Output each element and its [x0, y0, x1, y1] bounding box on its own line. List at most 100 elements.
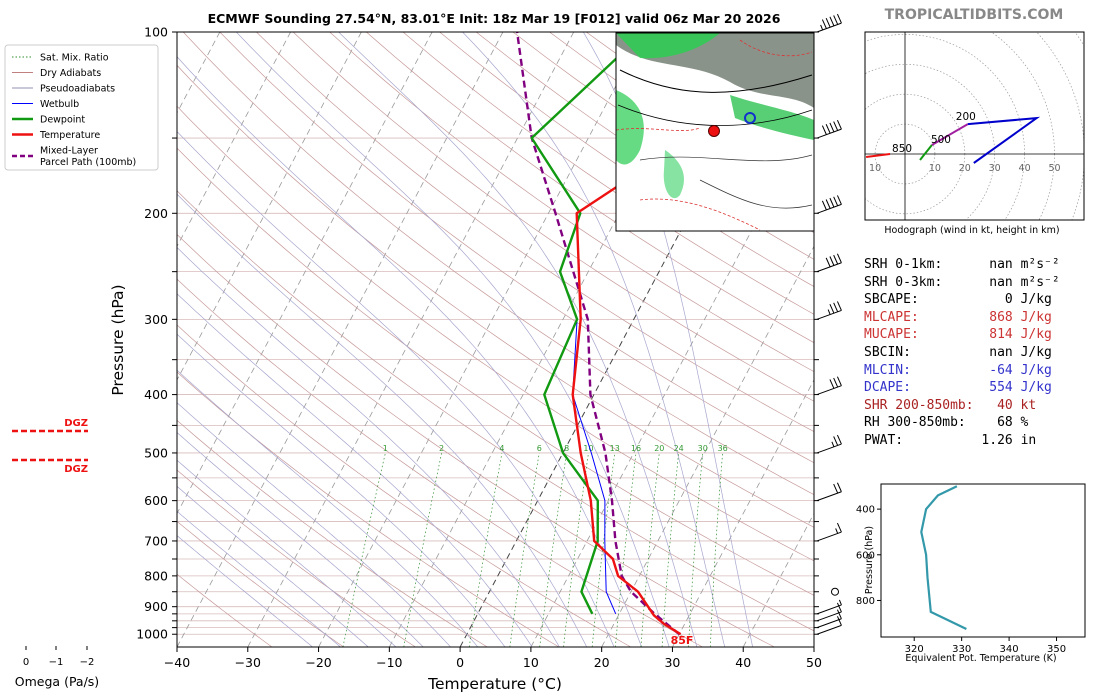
mixing-ratio-label: 36: [718, 444, 728, 453]
barb-staff: [816, 611, 842, 622]
legend-label: Pseudoadiabats: [40, 84, 115, 95]
hodograph-caption: Hodograph (wind in kt, height in km): [884, 225, 1059, 236]
mixing-ratio-label: 13: [610, 444, 620, 453]
barb-staff: [816, 624, 842, 635]
theta-e-line: [920, 485, 967, 630]
barb-flag: [829, 197, 835, 208]
barb-staff: [816, 443, 842, 454]
barb-flag: [825, 199, 831, 209]
dry-adiabat: [329, 32, 814, 373]
wind-barb: [816, 253, 842, 273]
y-tick-label: 800: [144, 568, 168, 583]
barb-flag: [825, 18, 831, 28]
pseudoadiabat: [177, 402, 452, 647]
wind-barb: [816, 434, 842, 454]
barb-flag: [833, 254, 839, 265]
dry-adiabat: [292, 32, 814, 402]
mixing-ratio-line: [563, 452, 589, 647]
theta-y-tick-label: 400: [856, 505, 875, 516]
barb-flag: [836, 434, 842, 445]
y-tick-label: 200: [144, 206, 168, 221]
x-tick-label: −20: [305, 655, 331, 670]
legend-label: Dewpoint: [40, 115, 85, 126]
sounding-parameters: SRH 0-1km: nan m²s⁻² SRH 0-3km: nan m²s⁻²…: [864, 256, 1084, 450]
dry-adiabat: [182, 32, 814, 496]
hodo-segment: [865, 153, 891, 158]
mixing-ratio-label: 30: [698, 444, 708, 453]
legend-label: Mixed-Layer: [40, 146, 98, 157]
x-tick-label: 10: [523, 655, 539, 670]
omega-tick-2: −2: [80, 657, 95, 668]
stat-value: nan: [989, 344, 1013, 360]
mixing-ratio-line: [342, 452, 386, 647]
stat-row: RH 300-850mb: 68 %: [864, 414, 1084, 432]
x-tick-label: −40: [164, 655, 190, 670]
omega-panel: DGZ DGZ 0 −1 −2 Omega (Pa/s): [12, 418, 99, 689]
barb-staff: [816, 491, 842, 502]
mixing-ratio-label: 8: [564, 444, 569, 453]
omega-axis-label: Omega (Pa/s): [15, 674, 99, 689]
legend: Sat. Mix. Ratio Dry Adiabats Pseudoadiabat…: [4, 44, 159, 171]
theta-y-tick-label: 600: [856, 550, 875, 561]
pseudoadiabat: [177, 510, 342, 647]
barb-flag: [833, 377, 839, 388]
barb-staff: [816, 531, 842, 542]
wind-barb: [816, 522, 842, 542]
mixing-ratio-label: 10: [583, 444, 593, 453]
stat-label: MLCAPE:: [864, 309, 919, 325]
hodo-ring-label: 20: [959, 163, 971, 174]
stat-row: MUCAPE: 814 J/kg: [864, 326, 1084, 344]
stat-label: MLCIN:: [864, 362, 911, 378]
x-tick-label: 0: [456, 655, 464, 670]
stat-unit: kt: [1020, 397, 1037, 413]
barb-flag: [825, 257, 831, 268]
mixing-ratio-label: 6: [537, 444, 542, 453]
mixing-ratio-line: [509, 452, 540, 647]
stat-label: SBCIN:: [864, 344, 911, 360]
barb-flag: [829, 256, 835, 266]
hodo-ring-label: 30: [989, 163, 1001, 174]
pseudoadiabat: [582, 32, 754, 647]
x-tick-label: 40: [735, 655, 751, 670]
stat-label: MUCAPE:: [864, 327, 919, 343]
dry-adiabat: [177, 324, 631, 647]
x-axis-label: Temperature (°C): [427, 675, 562, 693]
barb-half: [838, 599, 842, 606]
barb-flag: [833, 121, 839, 131]
mixing-ratio-label: 2: [439, 444, 444, 453]
y-tick-label: 500: [144, 445, 168, 460]
stat-row: SBCIN: nan J/kg: [864, 344, 1084, 362]
stat-unit: J/kg: [1020, 327, 1052, 343]
legend-label: Dry Adiabats: [40, 68, 101, 79]
wind-barb: [816, 376, 842, 396]
dry-adiabat: [177, 371, 560, 647]
barb-flag: [836, 195, 842, 205]
stat-unit: in: [1020, 432, 1037, 448]
dry-adiabat: [177, 64, 814, 528]
wind-barb: [816, 13, 842, 33]
hodo-level-label: 500: [931, 134, 951, 146]
barb-staff: [816, 604, 842, 615]
barb-flag: [833, 15, 839, 25]
mixing-ratio-label: 16: [631, 444, 641, 453]
wind-barb: [831, 587, 839, 596]
pseudoadiabat: [177, 293, 533, 647]
dry-adiabat: [177, 520, 344, 647]
stat-row: SRH 0-1km: nan m²s⁻²: [864, 256, 1084, 274]
pseudoadiabat: [177, 56, 642, 647]
x-tick-label: 20: [594, 655, 610, 670]
hodo-ring-label: 10: [929, 163, 941, 174]
isotherm: [177, 32, 433, 515]
pseudoadiabat: [338, 32, 698, 647]
wind-barb: [816, 616, 842, 635]
mixing-ratio-line: [539, 452, 568, 647]
mixing-ratio-line: [468, 452, 503, 647]
mixing-ratio-label: 4: [499, 444, 504, 453]
mixing-ratio-label: 24: [674, 444, 684, 453]
hodo-ring-label: 40: [1019, 163, 1031, 174]
theta-e-xlabel: Equivalent Pot. Temperature (K): [905, 653, 1056, 664]
barb-flag: [836, 119, 842, 130]
theta-x-tick-label: 340: [1000, 644, 1019, 655]
barb-half: [827, 309, 831, 315]
